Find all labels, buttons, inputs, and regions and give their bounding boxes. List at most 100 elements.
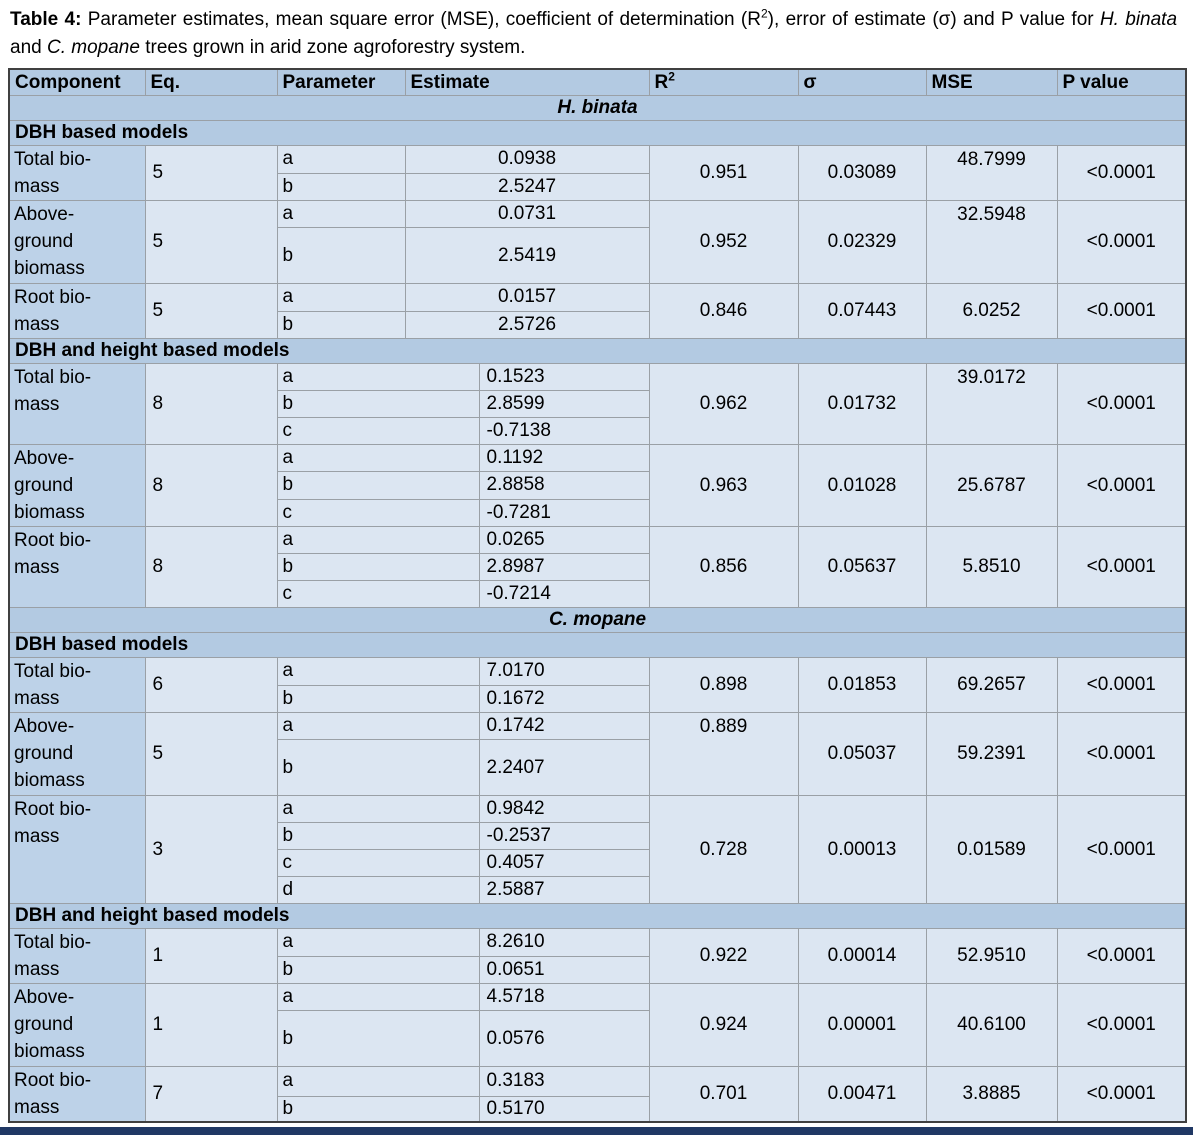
eq-cell: 5 <box>144 283 278 339</box>
model-group-row: DBH based models <box>8 120 1187 146</box>
p-value-cell: <0.0001 <box>1056 928 1187 984</box>
caption-label: Table 4: <box>10 9 82 30</box>
p-value-cell: <0.0001 <box>1056 712 1187 796</box>
r2-cell: 0.856 <box>648 526 799 608</box>
component-cell: Above- ground biomass <box>8 983 146 1067</box>
estimate-cell: 7.0170 <box>478 657 650 686</box>
estimate-cell: 0.4057 <box>478 849 650 877</box>
estimate-cell: 0.0651 <box>478 955 650 984</box>
mse-cell: 52.9510 <box>925 928 1058 984</box>
species-header-row: C. mopane <box>8 607 1187 633</box>
data-row: b 2.8599 <box>9 390 1186 418</box>
estimate-cell: 0.1742 <box>478 712 650 740</box>
mse-cell: 39.0172 <box>925 363 1058 445</box>
sigma-cell: 0.01732 <box>797 363 927 445</box>
component-cell: Total bio- mass <box>8 928 146 984</box>
header-row: Component Eq. Parameter Estimate R2 σ MSE P val… <box>8 68 1187 96</box>
r2-superscript: 2 <box>668 69 675 84</box>
parameter-cell: c <box>276 498 480 528</box>
caption-text: trees grown in arid zone agroforestry sy… <box>139 37 526 58</box>
estimate-cell: 0.1523 <box>478 363 650 391</box>
column-header-p-value: P value <box>1056 68 1187 96</box>
mse-cell: 6.0252 <box>925 283 1058 339</box>
parameter-cell: b <box>276 227 406 284</box>
data-row: Root bio- mass 3 a 0.9842 0.728 0.00013 0.0158… <box>8 795 1187 904</box>
estimate-cell: 8.2610 <box>478 928 650 957</box>
estimate-cell: 0.0731 <box>404 200 650 228</box>
eq-cell: 5 <box>144 712 278 796</box>
table-caption: Table 4: Parameter estimates, mean squar… <box>0 0 1193 68</box>
data-row: b 2.8987 <box>9 553 1186 581</box>
column-header-sigma: σ <box>797 68 927 96</box>
parameter-cell: a <box>276 526 480 554</box>
sigma-cell: 0.02329 <box>797 200 927 284</box>
data-row: Total bio- mass 6 a 7.0170 0.898 0.01853 69.26… <box>8 657 1187 713</box>
mse-cell: 32.5948 <box>925 200 1058 284</box>
model-group-title: DBH based models <box>8 120 1187 146</box>
estimate-cell: 2.5247 <box>404 172 650 201</box>
parameter-cell: a <box>276 145 406 174</box>
component-cell: Root bio- mass <box>8 1066 146 1123</box>
p-value-cell: <0.0001 <box>1056 983 1187 1067</box>
parameter-cell: b <box>276 172 406 201</box>
model-group-row: DBH and height based models <box>8 903 1187 929</box>
estimate-cell: 0.0576 <box>478 1010 650 1067</box>
r2-cell: 0.701 <box>648 1066 799 1123</box>
model-group-title: DBH and height based models <box>8 903 1187 929</box>
data-row: Above- ground biomass 5 a 0.1742 0.889 0.0503… <box>8 712 1187 796</box>
mse-cell: 5.8510 <box>925 526 1058 608</box>
p-value-cell: <0.0001 <box>1056 444 1187 527</box>
data-row: Total bio- mass 1 a 8.2610 0.922 0.00014 52.95… <box>8 928 1187 984</box>
parameter-cell: b <box>276 822 480 850</box>
parameter-cell: b <box>276 390 480 418</box>
parameter-cell: b <box>276 471 480 500</box>
r2-cell: 0.889 <box>648 712 799 796</box>
estimate-cell: 0.9842 <box>478 795 650 823</box>
parameter-cell: a <box>276 712 480 740</box>
p-value-cell: <0.0001 <box>1056 145 1187 201</box>
p-value-cell: <0.0001 <box>1056 526 1187 608</box>
caption-superscript: 2 <box>760 6 768 21</box>
r2-cell: 0.952 <box>648 200 799 284</box>
eq-cell: 5 <box>144 200 278 284</box>
data-row: b 0.0576 <box>9 1010 1186 1067</box>
mse-cell: 40.6100 <box>925 983 1058 1067</box>
parameter-cell: c <box>276 580 480 608</box>
r2-cell: 0.922 <box>648 928 799 984</box>
parameter-cell: a <box>276 1066 480 1097</box>
eq-cell: 8 <box>144 444 278 527</box>
estimate-cell: 4.5718 <box>478 983 650 1011</box>
estimate-cell: 0.1192 <box>478 443 650 473</box>
estimate-cell: 0.5170 <box>478 1095 650 1123</box>
p-value-cell: <0.0001 <box>1056 200 1187 284</box>
data-row: Above- ground biomass 5 a 0.0731 0.952 0.0232… <box>8 200 1187 284</box>
estimate-cell: 2.5887 <box>478 876 650 904</box>
caption-species-name: C. mopane <box>46 37 140 58</box>
p-value-cell: <0.0001 <box>1056 1066 1187 1123</box>
eq-cell: 8 <box>144 526 278 608</box>
mse-cell: 3.8885 <box>925 1066 1058 1123</box>
component-cell: Above- ground biomass <box>8 444 146 527</box>
eq-cell: 1 <box>144 983 278 1067</box>
column-header-parameter: Parameter <box>276 68 406 96</box>
p-value-cell: <0.0001 <box>1056 283 1187 339</box>
parameter-cell: b <box>276 955 480 984</box>
data-row: Total bio- mass 8 a 0.1523 0.962 0.01732 39.01… <box>8 363 1187 445</box>
column-header-estimate: Estimate <box>404 68 650 96</box>
parameter-cell: b <box>276 684 480 713</box>
column-header-r2: R2 <box>648 68 799 96</box>
model-group-title: DBH and height based models <box>8 338 1187 364</box>
data-row: b 2.5247 <box>9 172 1186 201</box>
species-header: C. mopane <box>8 607 1187 633</box>
data-row: Root bio- mass 5 a 0.0157 0.846 0.07443 6.0252… <box>8 283 1187 339</box>
sigma-cell: 0.01853 <box>797 657 927 713</box>
eq-cell: 8 <box>144 363 278 445</box>
parameter-cell: a <box>276 657 480 686</box>
parameter-cell: c <box>276 849 480 877</box>
column-header-component: Component <box>8 68 146 96</box>
data-row: c -0.7138 <box>9 417 1186 445</box>
data-row: b 2.5419 <box>9 227 1186 284</box>
parameter-cell: a <box>276 200 406 228</box>
estimate-cell: 2.5726 <box>404 310 650 339</box>
model-group-row: DBH and height based models <box>8 338 1187 364</box>
